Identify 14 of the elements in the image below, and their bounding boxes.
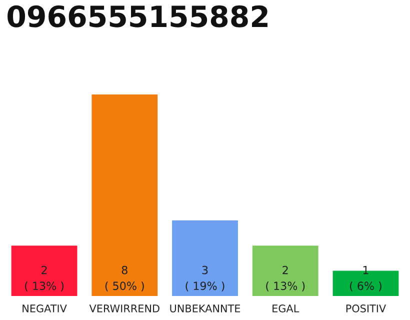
data-label: 8 ( 50% )	[105, 266, 144, 292]
bar	[172, 220, 238, 296]
x-tick-label: POSITIV	[346, 304, 386, 312]
data-label: 2 ( 13% )	[266, 266, 305, 292]
x-tick-label: EGAL	[272, 304, 300, 312]
chart-title: 0966555155882	[8, 5, 268, 28]
x-tick-label: VERWIRREND	[89, 304, 160, 312]
bar	[252, 246, 318, 296]
data-label: 3 ( 19% )	[186, 266, 224, 292]
bar	[92, 94, 158, 296]
x-tick-label: NEGATIV	[22, 304, 67, 312]
x-tick-label: UNBEKANNTE	[170, 304, 240, 312]
data-label: 2 ( 13% )	[25, 266, 64, 292]
bar	[11, 246, 78, 296]
